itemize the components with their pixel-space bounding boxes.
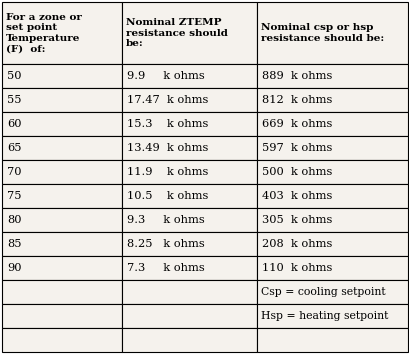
Text: Csp = cooling setpoint: Csp = cooling setpoint bbox=[261, 287, 385, 297]
Text: 75: 75 bbox=[7, 191, 21, 201]
Text: 208  k ohms: 208 k ohms bbox=[261, 239, 332, 249]
Bar bbox=[256, 88, 407, 112]
Bar bbox=[256, 184, 407, 208]
Text: 669  k ohms: 669 k ohms bbox=[261, 119, 332, 129]
Bar bbox=[2, 2, 122, 64]
Bar bbox=[256, 112, 407, 136]
Text: 11.9    k ohms: 11.9 k ohms bbox=[127, 167, 208, 177]
Bar bbox=[2, 208, 122, 232]
Bar bbox=[122, 328, 256, 352]
Text: 305  k ohms: 305 k ohms bbox=[261, 215, 332, 225]
Bar bbox=[256, 136, 407, 160]
Bar bbox=[256, 256, 407, 280]
Bar bbox=[2, 64, 122, 88]
Bar bbox=[122, 88, 256, 112]
Text: 597  k ohms: 597 k ohms bbox=[261, 143, 332, 153]
Bar bbox=[122, 136, 256, 160]
Bar bbox=[256, 208, 407, 232]
Bar bbox=[2, 256, 122, 280]
Bar bbox=[122, 64, 256, 88]
Bar bbox=[256, 2, 407, 64]
Text: 65: 65 bbox=[7, 143, 21, 153]
Bar bbox=[122, 208, 256, 232]
Text: Nominal csp or hsp
resistance should be:: Nominal csp or hsp resistance should be: bbox=[261, 23, 383, 43]
Bar bbox=[2, 280, 122, 304]
Text: 80: 80 bbox=[7, 215, 21, 225]
Bar bbox=[2, 232, 122, 256]
Bar bbox=[256, 64, 407, 88]
Bar bbox=[122, 160, 256, 184]
Text: 8.25   k ohms: 8.25 k ohms bbox=[127, 239, 204, 249]
Bar bbox=[2, 88, 122, 112]
Text: 10.5    k ohms: 10.5 k ohms bbox=[127, 191, 208, 201]
Bar bbox=[2, 304, 122, 328]
Bar bbox=[122, 280, 256, 304]
Text: 55: 55 bbox=[7, 95, 21, 105]
Bar bbox=[256, 280, 407, 304]
Text: 889  k ohms: 889 k ohms bbox=[261, 71, 332, 81]
Bar bbox=[256, 328, 407, 352]
Text: 500  k ohms: 500 k ohms bbox=[261, 167, 332, 177]
Text: 70: 70 bbox=[7, 167, 21, 177]
Bar bbox=[256, 304, 407, 328]
Bar bbox=[122, 232, 256, 256]
Text: 50: 50 bbox=[7, 71, 21, 81]
Text: Hsp = heating setpoint: Hsp = heating setpoint bbox=[261, 311, 387, 321]
Bar bbox=[256, 160, 407, 184]
Text: 812  k ohms: 812 k ohms bbox=[261, 95, 332, 105]
Text: 7.3     k ohms: 7.3 k ohms bbox=[127, 263, 204, 273]
Bar bbox=[2, 112, 122, 136]
Bar bbox=[2, 136, 122, 160]
Bar bbox=[122, 304, 256, 328]
Text: 90: 90 bbox=[7, 263, 21, 273]
Bar bbox=[2, 184, 122, 208]
Bar bbox=[256, 232, 407, 256]
Text: 403  k ohms: 403 k ohms bbox=[261, 191, 332, 201]
Text: 13.49  k ohms: 13.49 k ohms bbox=[127, 143, 208, 153]
Text: 17.47  k ohms: 17.47 k ohms bbox=[127, 95, 208, 105]
Text: 15.3    k ohms: 15.3 k ohms bbox=[127, 119, 208, 129]
Text: 60: 60 bbox=[7, 119, 21, 129]
Bar bbox=[122, 184, 256, 208]
Bar bbox=[2, 160, 122, 184]
Bar bbox=[122, 2, 256, 64]
Bar bbox=[122, 256, 256, 280]
Bar bbox=[122, 112, 256, 136]
Text: For a zone or
set point
Temperature
(F)  of:: For a zone or set point Temperature (F) … bbox=[6, 13, 82, 53]
Bar bbox=[2, 328, 122, 352]
Text: 110  k ohms: 110 k ohms bbox=[261, 263, 332, 273]
Text: 85: 85 bbox=[7, 239, 21, 249]
Text: 9.3     k ohms: 9.3 k ohms bbox=[127, 215, 204, 225]
Text: 9.9     k ohms: 9.9 k ohms bbox=[127, 71, 204, 81]
Text: Nominal ZTEMP
resistance should
be:: Nominal ZTEMP resistance should be: bbox=[126, 18, 227, 48]
